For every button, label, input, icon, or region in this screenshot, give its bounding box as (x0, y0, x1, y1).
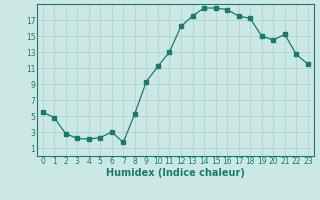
X-axis label: Humidex (Indice chaleur): Humidex (Indice chaleur) (106, 168, 244, 178)
